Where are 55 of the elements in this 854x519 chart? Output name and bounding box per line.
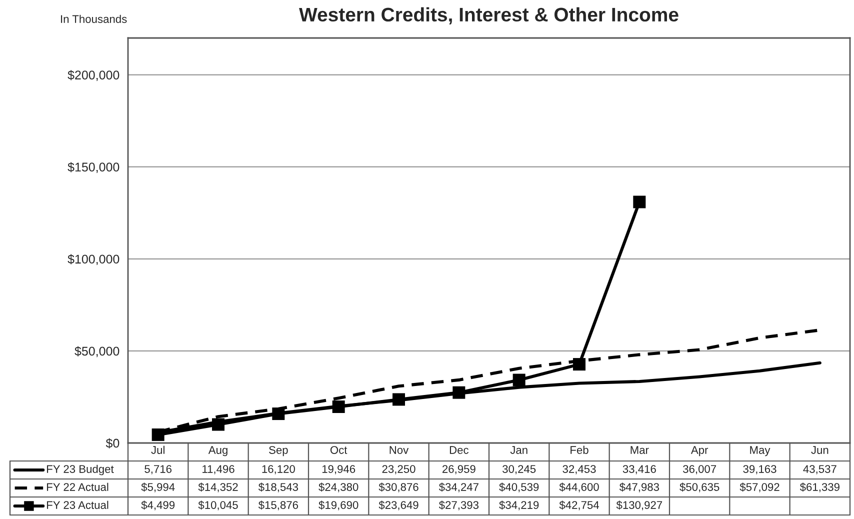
data-label: $24,380	[318, 482, 358, 492]
data-label: 19,946	[322, 465, 356, 474]
chart-title: Western Credits, Interest & Other Income	[299, 7, 678, 24]
data-label: 36,007	[683, 465, 716, 474]
y-tick-label: $50,000	[74, 346, 120, 358]
data-label: $19,690	[318, 500, 358, 510]
data-label: 30,245	[502, 465, 536, 474]
y-tick-label: $0	[106, 438, 120, 448]
y-tick-label: $150,000	[68, 162, 120, 173]
data-label: 11,496	[202, 465, 234, 474]
data-label: $57,092	[740, 482, 780, 492]
text: In Thousands	[61, 14, 127, 23]
data-label: $14,352	[198, 482, 238, 492]
x-tick-label: Mar	[630, 446, 649, 454]
x-tick-label: Nov	[390, 446, 409, 454]
data-label: $40,539	[499, 482, 539, 492]
data-label: $47,983	[619, 482, 660, 492]
x-tick-label: Aug	[208, 446, 228, 456]
x-tick-label: Apr	[690, 446, 708, 456]
data-label: $4,499	[141, 500, 175, 510]
x-tick-label: Feb	[570, 446, 588, 454]
x-tick-label: Sep	[269, 446, 288, 456]
data-label: $27,393	[438, 500, 479, 510]
x-tick-label: Jul	[151, 446, 164, 454]
data-label: 5,716	[144, 465, 172, 474]
data-label: 32,453	[562, 465, 596, 474]
x-tick-label: Jan	[510, 446, 528, 454]
x-tick-label: May	[750, 446, 770, 456]
data-label: 16,120	[262, 465, 295, 474]
data-label: $15,876	[258, 500, 298, 510]
data-label: 26,959	[442, 465, 476, 474]
legend-label: FY 23 Budget	[47, 464, 114, 476]
y-tick-label: $100,000	[68, 254, 120, 266]
data-label: $10,045	[198, 500, 238, 510]
data-label: 43,537	[803, 465, 836, 474]
data-label: $130,927	[616, 500, 662, 510]
data-label: $50,635	[680, 482, 720, 492]
x-tick-label: Jun	[811, 446, 828, 454]
data-label: $23,649	[378, 500, 418, 510]
data-label: 39,163	[743, 465, 776, 474]
data-label: $61,339	[800, 482, 840, 492]
data-label: 23,250	[382, 465, 416, 474]
y-tick-label: $200,000	[68, 70, 120, 81]
x-tick-label: Oct	[330, 446, 348, 454]
data-label: $42,754	[559, 500, 600, 510]
legend-label: FY 23 Actual	[47, 500, 108, 509]
data-label: $34,219	[499, 500, 539, 510]
legend-label: FY 22 Actual	[47, 482, 108, 491]
data-label: $18,543	[258, 482, 298, 492]
data-label: $34,247	[438, 482, 478, 492]
data-label: $30,876	[378, 482, 418, 492]
data-label: $5,994	[141, 482, 175, 492]
x-tick-label: Dec	[450, 446, 469, 454]
data-label: 33,416	[622, 465, 656, 474]
data-label: $44,600	[559, 482, 599, 492]
